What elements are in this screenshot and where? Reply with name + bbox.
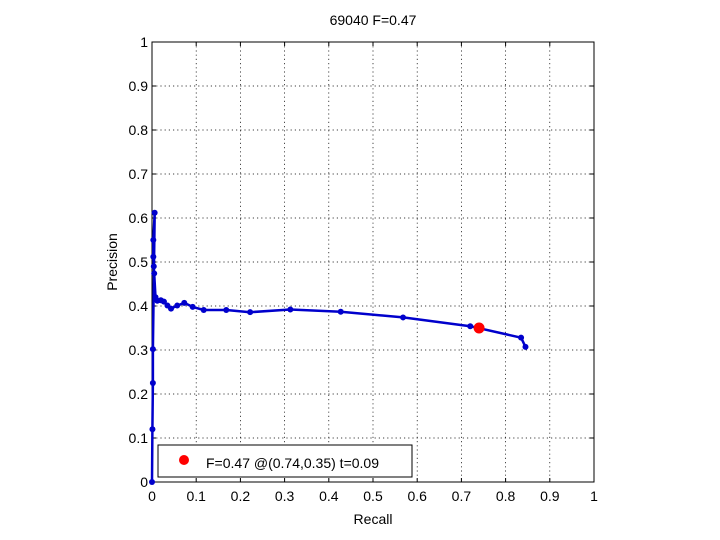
y-tick-label: 0.1 [129,430,149,446]
pr-curve-point [174,302,181,309]
pr-curve-point [223,306,230,313]
x-axis-label: Recall [354,511,393,527]
pr-curve-point [337,308,344,315]
pr-curve-point [164,302,171,309]
legend: F=0.47 @(0.74,0.35) t=0.09 [157,444,413,478]
pr-curve-point [518,334,525,341]
pr-curve-point [150,253,157,260]
pr-curve-point [149,426,156,433]
x-tick-label: 0.7 [452,488,472,504]
legend-box [157,444,413,478]
plot-area [149,41,595,485]
pr-curve-point [200,306,207,313]
x-tick-label: 0.2 [231,488,251,504]
x-tick-label: 0.6 [407,488,427,504]
pr-curve-point [287,306,294,313]
y-tick-label: 0.5 [129,254,149,270]
pr-curve-point [152,294,159,301]
pr-curve-point [151,209,158,216]
chart-title: 69040 F=0.47 [330,12,417,28]
legend-marker [179,455,189,465]
pr-curve-point [467,323,474,330]
x-tick-label: 0.1 [186,488,206,504]
series-layer [149,209,529,485]
y-tick-label: 0.2 [129,386,149,402]
pr-curve-point [150,263,157,270]
x-tick-label: 1 [590,488,598,504]
x-tick-label: 0 [148,488,156,504]
best-f-point [473,322,485,334]
y-tick-label: 0 [140,474,148,490]
x-tick-label: 0.4 [319,488,339,504]
pr-curve-point [522,343,529,350]
y-tick-labels: 0 0.1 0.2 0.3 0.4 0.5 0.6 0.7 0.8 0.9 1 [129,34,149,490]
pr-curve-point [151,270,158,277]
pr-curve-point [149,380,156,386]
pr-curve-point [189,303,196,310]
pr-curve-point [181,299,188,306]
x-tick-label: 0.9 [540,488,560,504]
y-tick-label: 0.6 [129,210,149,226]
pr-curve-point [247,309,254,316]
pr-curve-point [400,314,407,321]
pr-curve-point [149,479,155,485]
x-tick-label: 0.5 [363,488,383,504]
pr-curve-point [150,237,157,243]
y-tick-label: 0.8 [129,122,149,138]
y-tick-label: 0.4 [129,298,149,314]
legend-entry-label: F=0.47 @(0.74,0.35) t=0.09 [206,455,379,471]
x-tick-label: 0.3 [275,488,295,504]
pr-curve-point [149,346,156,353]
x-tick-labels: 0 0.1 0.2 0.3 0.4 0.5 0.6 0.7 0.8 0.9 1 [148,488,598,504]
x-tick-label: 0.8 [496,488,516,504]
y-axis-label: Precision [104,233,120,291]
plot-background [152,42,594,482]
y-tick-label: 0.9 [129,78,149,94]
y-tick-label: 1 [140,34,148,50]
y-tick-label: 0.7 [129,166,149,182]
y-tick-label: 0.3 [129,342,149,358]
